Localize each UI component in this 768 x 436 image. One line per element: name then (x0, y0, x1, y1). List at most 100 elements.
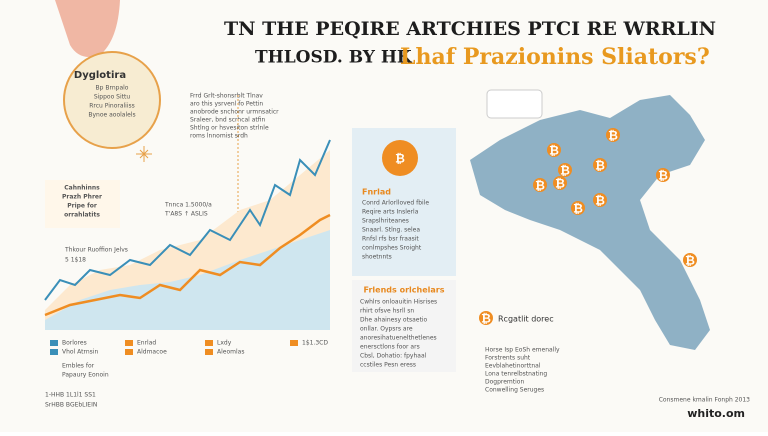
coin-symbol: ₿ (685, 254, 695, 268)
brand: whito.om (687, 407, 745, 420)
coin-marker (683, 253, 697, 267)
badge (63, 51, 161, 149)
text-line: Sraleer, bnd scrhcal atfin (190, 117, 266, 124)
text-line: Frrd Grlt-shonsrblt Tlnav (190, 93, 263, 100)
text-line: Bp Brnpalo (96, 85, 129, 92)
legend-swatch (125, 349, 133, 355)
text-line: Bynoe aoolalels (88, 112, 135, 119)
legend-swatch (205, 349, 213, 355)
coin-symbol: ₿ (481, 312, 491, 326)
coin-marker (558, 163, 572, 177)
coin-symbol: ₿ (595, 159, 605, 173)
side-label-box (45, 180, 120, 228)
text-line: rhirt ofsve hsrll sn (360, 308, 414, 315)
text-line: 1-HHB 1L1l1 SS1 (45, 392, 96, 399)
text-line: Sippoo Sittu (94, 94, 131, 101)
text-line: Shtlng or hsvesiton strlnle (190, 125, 269, 132)
coin-symbol: ₿ (573, 202, 583, 216)
legend-swatch (50, 349, 58, 355)
text-line: 5 1$18 (65, 257, 86, 264)
sparkle (136, 146, 152, 162)
text-line: orrahlatits (64, 212, 100, 219)
legend-label: Enrlad (137, 340, 156, 347)
text-line: Cwhlrs onloauitin Hisrises (360, 299, 437, 306)
title-line2-lead: THLOSD. BY HK (255, 48, 413, 68)
area-blue (45, 230, 330, 330)
legend-label: Aleomlas (217, 349, 244, 356)
text-line: Tnnca 1.5000/a (164, 202, 212, 209)
text-line: Papaury Eonoin (62, 372, 109, 379)
title-line2-highlight: Lhaf Prazionins Sliators? (400, 44, 710, 70)
legend-swatch (50, 340, 58, 346)
coin-symbol: ₿ (549, 144, 559, 158)
text-line: roms lnnomist srdh (190, 133, 248, 140)
text-line: T'A8S ↑ ASLIS (164, 211, 208, 218)
coin-marker (571, 201, 585, 215)
credit: Consmene kmalin Fonph 2013 (659, 397, 750, 404)
text-line: Embles for (62, 363, 95, 370)
map-legend-label: Rcgatlit dorec (498, 315, 554, 324)
hand (55, 0, 120, 58)
coin-marker (656, 168, 670, 182)
panel-bottom (352, 280, 456, 372)
coin-symbol: ₿ (535, 179, 545, 193)
coin-symbol: ₿ (608, 129, 618, 143)
coin-symbol: ₿ (658, 169, 668, 183)
text-line: Snaarl. Stlng. selea (362, 227, 420, 234)
text-line: Rrcu Pinoraliiss (89, 103, 135, 110)
coin-marker (606, 128, 620, 142)
map-land (470, 95, 710, 350)
text-line: anobrode snchonr urmnsaticr (190, 109, 279, 116)
coin-marker (533, 178, 547, 192)
text-line: Horse Isp EoSh emenally (485, 347, 560, 354)
coin-symbol: ₿ (555, 177, 565, 191)
legend-label: 1$1.3CD (302, 340, 328, 347)
coin-marker (479, 311, 493, 325)
legend-swatch (125, 340, 133, 346)
text-line: Dogpremtion (485, 379, 524, 386)
text-line: Prazh Phrer (62, 194, 102, 201)
text-line: Eevblahetinorttnal (485, 363, 541, 370)
coin-symbol: ₿ (395, 152, 405, 166)
text-line: enersctlons foor ars (360, 344, 420, 351)
legend-label: Vhol Atrnsin (62, 349, 98, 356)
text-line: shoetnnts (362, 254, 392, 261)
coin-symbol: ₿ (595, 194, 605, 208)
legend-label: Lxdy (217, 340, 232, 347)
text-line: Srapslhriteanes (362, 218, 409, 225)
panel-bottom-title: Frlends orlchelars (364, 286, 445, 295)
legend-swatch (290, 340, 298, 346)
legend-label: Aldmacoe (137, 349, 167, 356)
text-line: SrHBB BGEbLIEIN (45, 402, 97, 409)
text-line: conlmpshes Sroight (362, 245, 422, 252)
coin-marker (553, 176, 567, 190)
text-line: Conwelling Seruges (485, 387, 544, 394)
text-line: ccstiles Pesn eress (360, 362, 416, 369)
line-orange (44, 213, 331, 317)
title-line1: TN THE PEQIRE ARTCHIES PTCI RE WRRLIN (224, 18, 716, 40)
text-line: Lona tenrelbstnating (485, 371, 547, 378)
legend-label: Borlores (62, 340, 87, 347)
coin-icon (382, 140, 418, 176)
coin-marker (593, 158, 607, 172)
panel-top-title: Fnrlad (362, 188, 391, 197)
text-line: anoresihatuenelthetlenes (360, 335, 437, 342)
text-line: Conrd Arlorlloved fbile (362, 200, 429, 207)
line-blue (44, 139, 331, 301)
badge-title: Dyglotira (74, 70, 126, 81)
text-line: Reqire arts Inslerla (362, 209, 419, 216)
text-line: Forstrents suht (485, 355, 531, 362)
coin-marker (547, 143, 561, 157)
text-line: Thkour Ruoffion Jelvs (64, 247, 128, 254)
coin-marker (593, 193, 607, 207)
text-line: Dhe ahainesy otsaetio (360, 317, 427, 324)
text-line: aro this ysrvenl fo Pettin (190, 101, 263, 108)
map-inset (486, 89, 543, 119)
legend-swatch (205, 340, 213, 346)
text-line: Cbsl, Dohatio: fpyhaal (360, 353, 427, 360)
text-line: onllar. Oypsrs are (360, 326, 413, 333)
text-line: Rnfsl rfs bsr fraasit (362, 236, 419, 243)
text-line: Pripe for (67, 203, 97, 210)
coin-symbol: ₿ (560, 164, 570, 178)
